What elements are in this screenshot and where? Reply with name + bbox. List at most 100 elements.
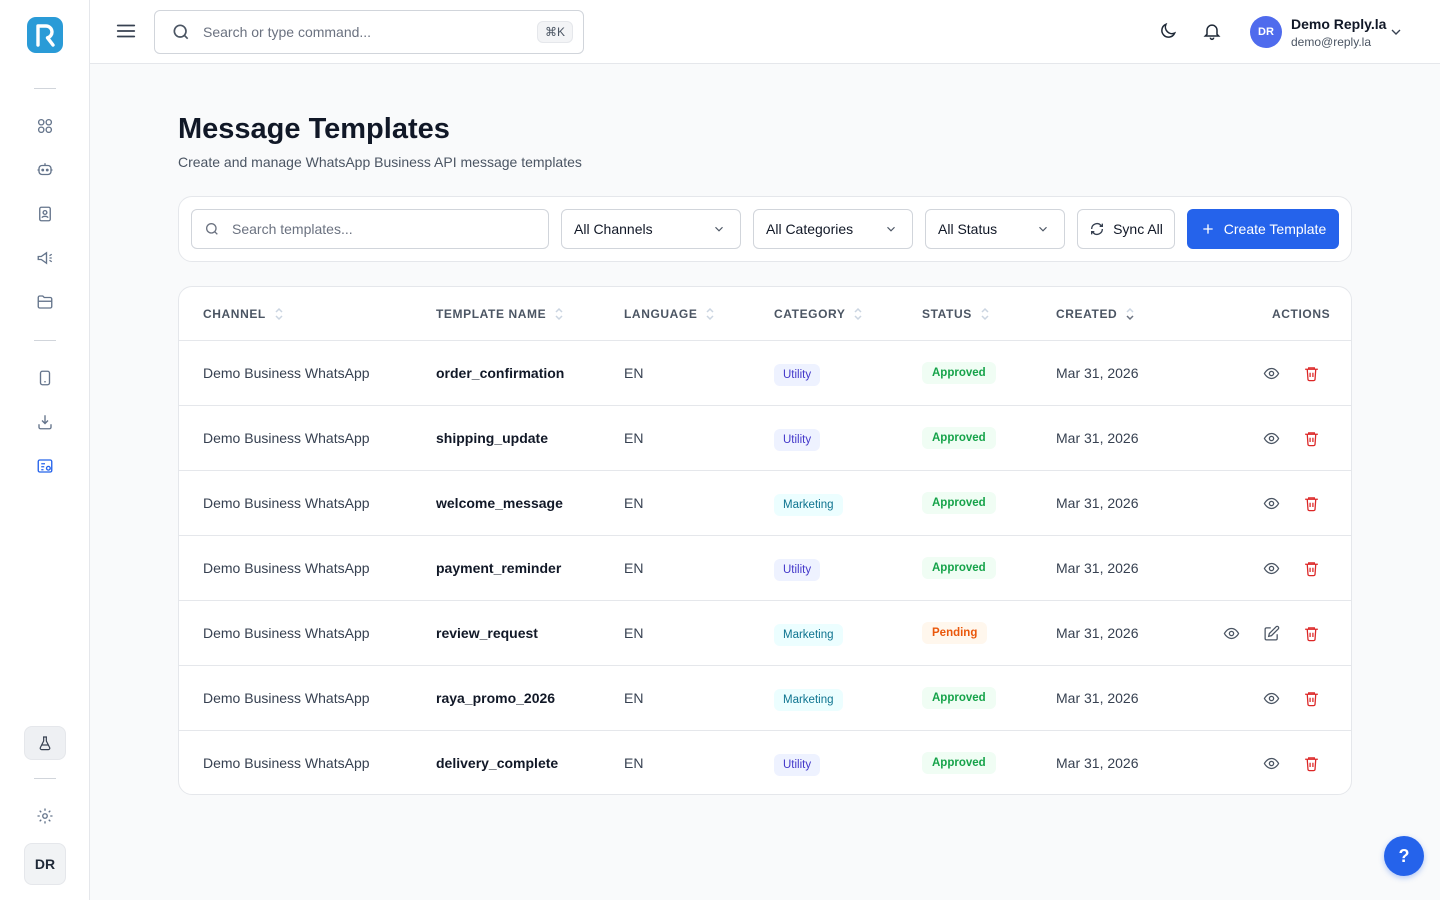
- column-header-language[interactable]: LANGUAGE: [624, 307, 715, 321]
- template-name-cell: payment_reminder: [436, 560, 562, 576]
- language-cell: EN: [624, 495, 644, 511]
- channel-select-value: All Channels: [574, 221, 653, 237]
- app-logo[interactable]: [27, 17, 63, 53]
- command-search-input[interactable]: Search or type command... ⌘K: [154, 10, 584, 54]
- category-badge: Marketing: [774, 623, 843, 646]
- eye-icon[interactable]: [1261, 753, 1281, 773]
- dashboard-icon[interactable]: [33, 114, 57, 138]
- campaigns-icon[interactable]: [33, 246, 57, 270]
- channel-cell: Demo Business WhatsApp: [203, 365, 370, 381]
- templates-icon[interactable]: [33, 454, 57, 478]
- user-avatar[interactable]: DR: [1250, 16, 1282, 48]
- eye-icon[interactable]: [1261, 363, 1281, 383]
- help-button[interactable]: ?: [1384, 836, 1424, 876]
- moon-icon[interactable]: [1158, 21, 1178, 41]
- status-badge: Approved: [922, 686, 996, 709]
- sort-icon: [274, 307, 284, 321]
- column-header-template-name[interactable]: TEMPLATE NAME: [436, 307, 564, 321]
- table-row: Demo Business WhatsApp delivery_complete E…: [179, 730, 1351, 794]
- table-row: Demo Business WhatsApp order_confirmation…: [179, 340, 1351, 405]
- sort-icon: [853, 307, 863, 321]
- contacts-icon[interactable]: [33, 202, 57, 226]
- sort-icon: [705, 307, 715, 321]
- sync-all-label: Sync All: [1113, 221, 1163, 237]
- edit-icon[interactable]: [1261, 623, 1281, 643]
- status-badge: Approved: [922, 751, 996, 774]
- channel-cell: Demo Business WhatsApp: [203, 495, 370, 511]
- sidebar-divider: [34, 778, 56, 779]
- flask-icon[interactable]: [24, 726, 66, 760]
- sync-all-button[interactable]: Sync All: [1077, 209, 1175, 249]
- eye-icon[interactable]: [1221, 623, 1241, 643]
- chatbot-icon[interactable]: [33, 158, 57, 182]
- eye-icon[interactable]: [1261, 688, 1281, 708]
- chevron-down-icon: [712, 222, 726, 236]
- created-cell: Mar 31, 2026: [1056, 495, 1139, 511]
- channel-cell: Demo Business WhatsApp: [203, 625, 370, 641]
- device-icon[interactable]: [33, 366, 57, 390]
- template-name-cell: delivery_complete: [436, 755, 559, 771]
- settings-icon[interactable]: [33, 804, 57, 828]
- column-header-created[interactable]: CREATED: [1056, 307, 1135, 321]
- page-title: Message Templates: [178, 113, 450, 145]
- channel-select[interactable]: All Channels: [561, 209, 741, 249]
- filter-bar: Search templates... All Channels All Cat…: [178, 196, 1352, 262]
- menu-icon[interactable]: [115, 20, 137, 42]
- eye-icon[interactable]: [1261, 428, 1281, 448]
- language-cell: EN: [624, 690, 644, 706]
- status-select[interactable]: All Status: [925, 209, 1065, 249]
- chevron-down-icon[interactable]: [1388, 24, 1404, 40]
- template-name-cell: shipping_update: [436, 430, 548, 446]
- column-header-label: STATUS: [922, 307, 972, 321]
- trash-icon[interactable]: [1301, 558, 1321, 578]
- language-cell: EN: [624, 560, 644, 576]
- column-header-label: CREATED: [1056, 307, 1118, 321]
- eye-icon[interactable]: [1261, 493, 1281, 513]
- column-header-channel[interactable]: CHANNEL: [203, 307, 284, 321]
- created-cell: Mar 31, 2026: [1056, 560, 1139, 576]
- category-badge: Utility: [774, 363, 821, 386]
- chevron-down-icon: [884, 222, 898, 236]
- template-name-cell: raya_promo_2026: [436, 690, 556, 706]
- category-select[interactable]: All Categories: [753, 209, 913, 249]
- column-header-status[interactable]: STATUS: [922, 307, 990, 321]
- template-name-cell: review_request: [436, 625, 538, 641]
- bell-icon[interactable]: [1202, 21, 1222, 41]
- trash-icon[interactable]: [1301, 623, 1321, 643]
- created-cell: Mar 31, 2026: [1056, 365, 1139, 381]
- trash-icon[interactable]: [1301, 753, 1321, 773]
- chevron-down-icon: [1036, 222, 1050, 236]
- topbar: Search or type command... ⌘K DR Demo Rep…: [90, 0, 1440, 64]
- create-template-button[interactable]: Create Template: [1187, 209, 1339, 249]
- template-search-input[interactable]: Search templates...: [191, 209, 549, 249]
- table-row: Demo Business WhatsApp review_request EN Ma…: [179, 600, 1351, 665]
- column-header-actions: ACTIONS: [1272, 307, 1330, 321]
- trash-icon[interactable]: [1301, 428, 1321, 448]
- trash-icon[interactable]: [1301, 363, 1321, 383]
- sidebar-avatar[interactable]: DR: [24, 843, 66, 885]
- language-cell: EN: [624, 755, 644, 771]
- user-email: demo@reply.la: [1291, 35, 1371, 49]
- download-icon[interactable]: [33, 410, 57, 434]
- search-icon: [171, 22, 191, 42]
- created-cell: Mar 31, 2026: [1056, 430, 1139, 446]
- sort-icon: [980, 307, 990, 321]
- category-badge: Utility: [774, 428, 821, 451]
- status-badge: Approved: [922, 491, 996, 514]
- language-cell: EN: [624, 625, 644, 641]
- status-select-value: All Status: [938, 221, 998, 237]
- status-badge: Pending: [922, 621, 988, 644]
- column-header-category[interactable]: CATEGORY: [774, 307, 863, 321]
- folder-icon[interactable]: [33, 290, 57, 314]
- template-name-cell: welcome_message: [436, 495, 563, 511]
- trash-icon[interactable]: [1301, 688, 1321, 708]
- table-row: Demo Business WhatsApp payment_reminder EN…: [179, 535, 1351, 600]
- eye-icon[interactable]: [1261, 558, 1281, 578]
- template-name-cell: order_confirmation: [436, 365, 565, 381]
- column-header-label: CATEGORY: [774, 307, 846, 321]
- trash-icon[interactable]: [1301, 493, 1321, 513]
- channel-cell: Demo Business WhatsApp: [203, 430, 370, 446]
- sidebar-divider: [34, 88, 56, 89]
- refresh-icon: [1089, 221, 1105, 237]
- user-name[interactable]: Demo Reply.la: [1291, 16, 1387, 32]
